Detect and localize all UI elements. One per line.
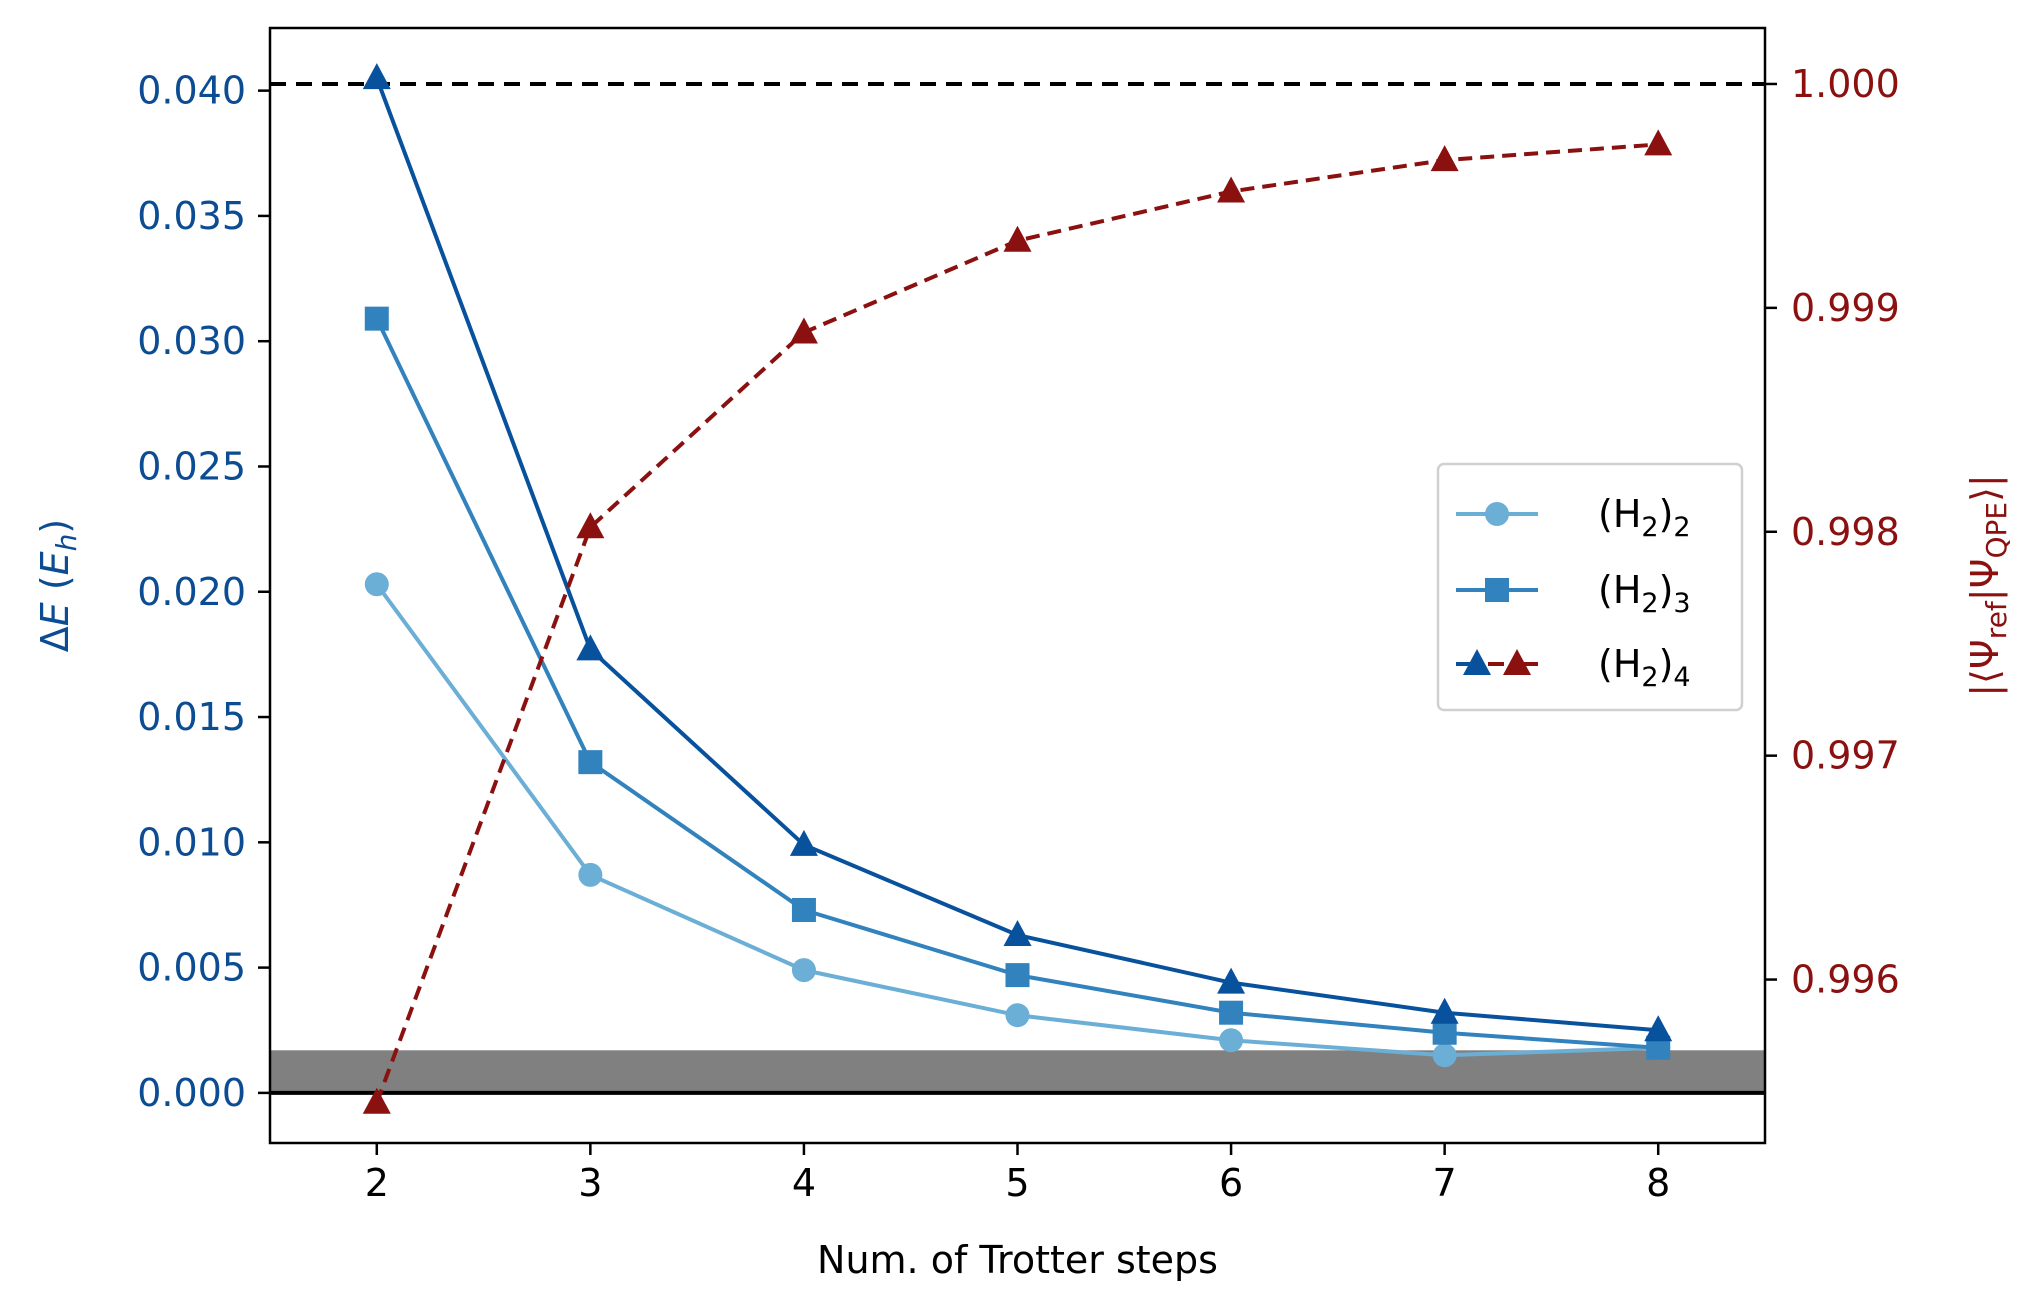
data-point-2-1 <box>576 634 605 661</box>
x-tick-label: 8 <box>1646 1161 1670 1205</box>
legend: (H2)2 (H2)3 (H2)4 <box>1436 462 1744 712</box>
legend-label: (H2)3 <box>1598 568 1691 619</box>
left-tick-label: 0.025 <box>137 444 246 488</box>
series-3 <box>362 129 1673 1114</box>
left-tick-label: 0.020 <box>137 570 246 614</box>
series-1 <box>364 306 1671 1060</box>
data-point-0-5 <box>1432 1043 1457 1068</box>
data-point-0-2 <box>791 958 816 983</box>
y-axis-right-label: |⟨Ψref|ΨQPE⟩| <box>1963 474 2013 697</box>
x-tick-label: 6 <box>1219 1161 1243 1205</box>
x-tick-label: 2 <box>365 1161 389 1205</box>
data-point-1-4 <box>1219 1000 1244 1025</box>
data-point-3-0 <box>362 1087 391 1114</box>
x-tick-label: 5 <box>1005 1161 1029 1205</box>
data-point-3-4 <box>1217 176 1246 203</box>
data-point-0-4 <box>1219 1028 1244 1053</box>
right-tick-label: 0.998 <box>1791 510 1900 554</box>
reference-lines <box>270 81 1765 1095</box>
x-tick-label: 4 <box>792 1161 816 1205</box>
right-tick-label: 0.999 <box>1791 286 1900 330</box>
data-point-1-2 <box>791 897 816 922</box>
left-tick-label: 0.030 <box>137 319 246 363</box>
series-layer <box>362 63 1673 1114</box>
legend-marker <box>1485 502 1509 526</box>
right-tick-label: 1.000 <box>1791 62 1900 106</box>
data-point-2-4 <box>1217 967 1246 994</box>
data-point-2-2 <box>789 829 818 856</box>
left-tick-label: 0.005 <box>137 946 246 990</box>
legend-label: (H2)2 <box>1598 492 1691 543</box>
left-tick-label: 0.010 <box>137 820 246 864</box>
data-point-1-3 <box>1005 963 1030 988</box>
ticks-layer: 0.000 0.005 0.010 0.015 0.020 0.025 0.030 0.035… <box>137 62 1900 1205</box>
data-point-0-3 <box>1005 1003 1030 1028</box>
series-2 <box>362 63 1673 1042</box>
data-point-1-1 <box>578 750 603 775</box>
data-point-3-6 <box>1644 129 1673 156</box>
left-tick-label: 0.015 <box>137 695 246 739</box>
data-point-0-1 <box>578 862 603 887</box>
data-point-2-6 <box>1644 1015 1673 1042</box>
data-point-3-5 <box>1430 145 1459 172</box>
shaded-band-layer <box>270 1050 1765 1093</box>
legend-entry-2: (H2)4 <box>1456 642 1691 693</box>
data-point-2-3 <box>1003 920 1032 947</box>
data-point-3-2 <box>789 317 818 344</box>
x-tick-label: 3 <box>578 1161 602 1205</box>
legend-marker <box>1485 578 1509 602</box>
tolerance-band <box>270 1050 1765 1093</box>
left-tick-label: 0.035 <box>137 194 246 238</box>
right-tick-label: 0.997 <box>1791 734 1900 778</box>
data-point-2-5 <box>1430 997 1459 1024</box>
data-point-0-0 <box>364 572 389 597</box>
legend-label: (H2)4 <box>1598 642 1691 693</box>
left-tick-label: 0.040 <box>137 69 246 113</box>
data-point-2-0 <box>362 63 391 90</box>
legend-marker-right <box>1503 649 1531 675</box>
legend-box <box>1436 462 1744 712</box>
x-axis-label: Num. of Trotter steps <box>817 1238 1218 1282</box>
x-tick-label: 7 <box>1433 1161 1457 1205</box>
y-axis-left-label: ΔE (Eh) <box>33 519 83 653</box>
data-point-1-0 <box>364 306 389 331</box>
data-point-3-1 <box>576 512 605 539</box>
legend-entry-0: (H2)2 <box>1456 492 1691 543</box>
legend-entry-1: (H2)3 <box>1456 568 1691 619</box>
left-tick-label: 0.000 <box>137 1071 246 1115</box>
right-tick-label: 0.996 <box>1791 958 1900 1002</box>
data-point-3-3 <box>1003 225 1032 252</box>
data-point-1-5 <box>1432 1020 1457 1045</box>
legend-marker <box>1463 649 1491 675</box>
